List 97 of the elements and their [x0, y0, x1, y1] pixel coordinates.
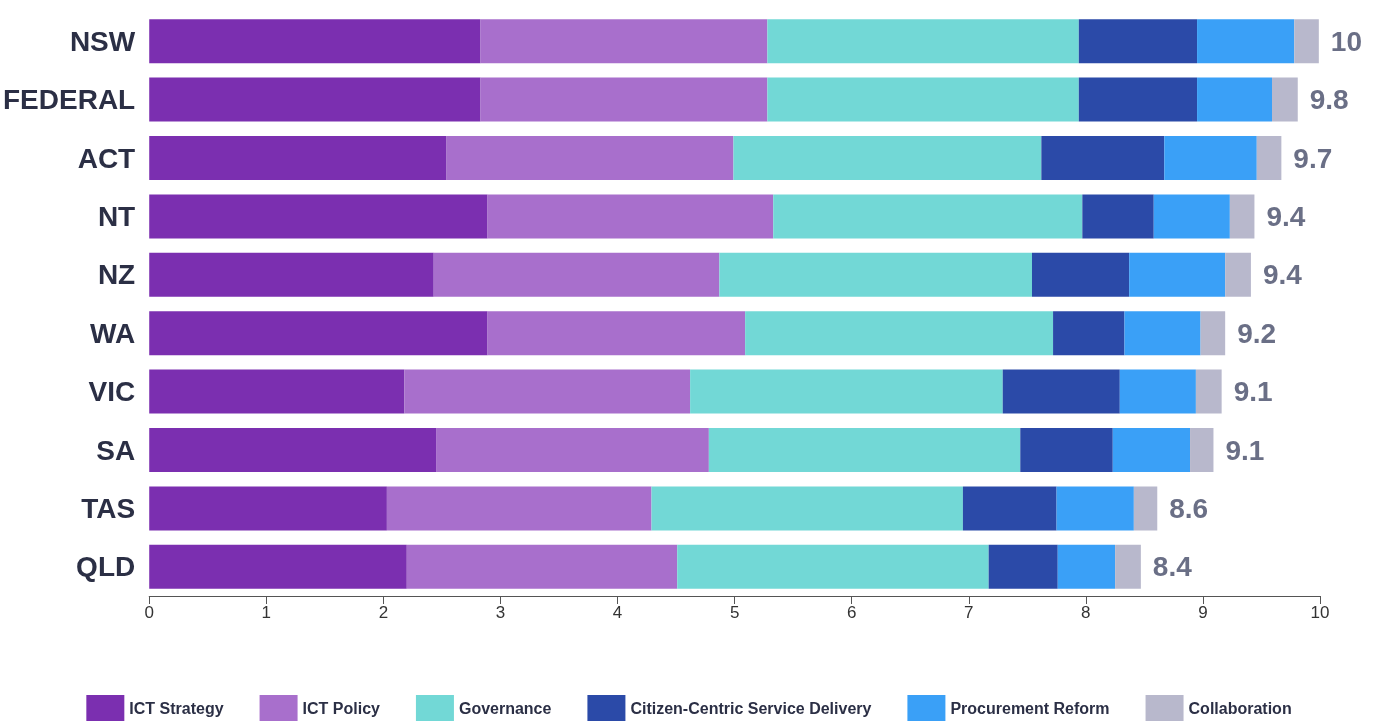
x-tick-label: 10 [1310, 603, 1330, 622]
bar [773, 194, 1083, 239]
bar [1294, 19, 1319, 64]
y-tick-label: NSW [69, 25, 136, 57]
bar [1124, 311, 1201, 356]
bar [1229, 194, 1255, 239]
bar [1002, 369, 1120, 414]
legend-label: Collaboration [1188, 699, 1292, 717]
x-tick-label: 0 [144, 603, 154, 622]
bar [487, 311, 746, 356]
bar [149, 311, 488, 356]
bar [149, 428, 437, 472]
bar [1053, 311, 1125, 356]
bar [386, 486, 652, 531]
bar [651, 486, 963, 531]
total-label: 9.4 [1266, 200, 1306, 232]
bar [1133, 486, 1158, 531]
total-label: 8.6 [1169, 492, 1209, 524]
y-tick-label: TAS [81, 492, 136, 524]
bar [149, 136, 447, 180]
x-tick-label: 7 [964, 603, 974, 622]
bar [767, 19, 1079, 64]
x-tick-label: 6 [846, 603, 857, 622]
bar [1041, 136, 1165, 180]
y-tick-label: SA [96, 434, 136, 466]
y-tick-label: WA [90, 317, 136, 349]
x-tick-label: 9 [1198, 603, 1208, 622]
total-label: 8.4 [1152, 551, 1193, 583]
y-tick-label: NT [97, 200, 136, 232]
bar [1056, 486, 1134, 531]
bar [1020, 428, 1113, 472]
bar [677, 544, 989, 589]
x-tick-label: 5 [729, 603, 740, 622]
bar [719, 252, 1032, 297]
bar [433, 252, 720, 297]
bar [708, 428, 1021, 472]
bar [1129, 252, 1226, 297]
bar [436, 428, 709, 472]
bar [1078, 77, 1198, 122]
total-label: 9.4 [1262, 259, 1303, 291]
x-tick-label: 3 [495, 603, 506, 622]
bar [690, 369, 1003, 414]
legend-label: ICT Strategy [129, 699, 224, 717]
bar [767, 77, 1079, 122]
legend-label: ICT Policy [302, 699, 381, 717]
bar [1119, 369, 1196, 414]
bar [1164, 136, 1257, 180]
total-label: 9.1 [1225, 434, 1265, 466]
y-tick-label: FEDERAL [2, 84, 136, 116]
bar [149, 369, 405, 414]
bar [745, 311, 1054, 356]
bar [404, 369, 691, 414]
bar [1082, 194, 1154, 239]
total-label: 9.7 [1293, 142, 1333, 174]
bar [480, 77, 768, 122]
bar [406, 544, 678, 589]
bar [1078, 19, 1198, 64]
bar [1197, 19, 1295, 64]
bar [1112, 428, 1191, 472]
y-tick-label: NZ [97, 259, 136, 291]
bar [480, 19, 768, 64]
bar [149, 77, 481, 122]
bar [1200, 311, 1226, 356]
total-label: 10 [1330, 25, 1362, 57]
x-tick-label: 4 [612, 603, 623, 622]
total-label: 9.8 [1309, 84, 1349, 116]
bar [1256, 136, 1282, 180]
bar [733, 136, 1042, 180]
x-tick-label: 2 [378, 603, 389, 622]
bar [149, 19, 481, 64]
bar [1153, 194, 1230, 239]
bar [1115, 544, 1141, 589]
bar [1190, 428, 1214, 472]
bar [149, 544, 407, 589]
bar [1225, 252, 1251, 297]
legend-label: Procurement Reform [950, 699, 1110, 717]
bar [1057, 544, 1116, 589]
bar [1031, 252, 1130, 297]
bar [487, 194, 774, 239]
bar [1272, 77, 1298, 122]
x-tick-label: 8 [1081, 603, 1091, 622]
bar [988, 544, 1058, 589]
y-tick-label: QLD [76, 551, 136, 583]
total-label: 9.2 [1237, 317, 1277, 349]
bar [446, 136, 734, 180]
total-label: 9.1 [1233, 376, 1273, 408]
bar [1195, 369, 1222, 414]
bar [1197, 77, 1272, 122]
bar [149, 486, 387, 531]
bar [149, 194, 488, 239]
x-tick-label: 1 [261, 603, 272, 622]
bar [962, 486, 1057, 531]
bar [149, 252, 434, 297]
legend-label: Citizen-Centric Service Delivery [630, 699, 872, 717]
y-tick-label: VIC [88, 376, 136, 408]
y-tick-label: ACT [77, 142, 136, 174]
legend-label: Governance [458, 699, 552, 717]
